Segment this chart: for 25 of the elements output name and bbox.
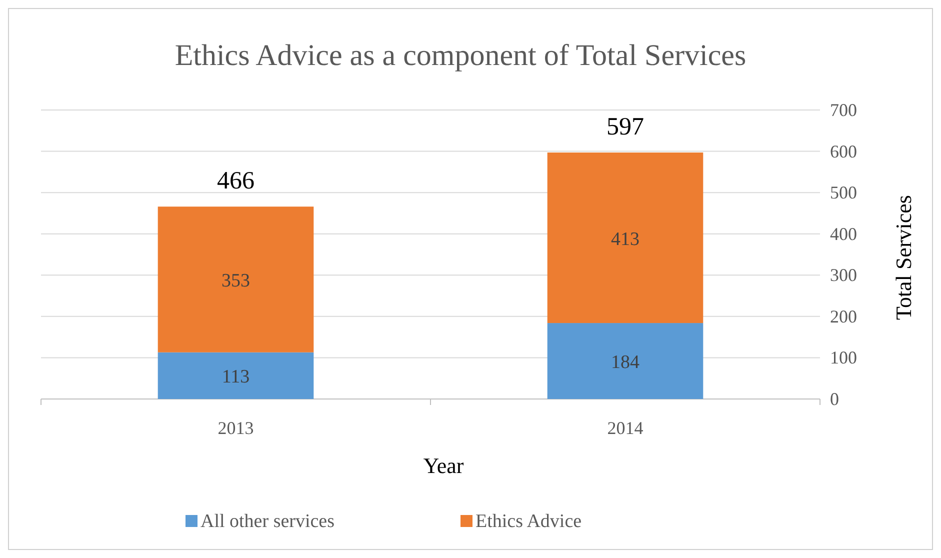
x-tick-label: 2013 [218,418,254,438]
y-tick-label: 100 [830,348,857,368]
legend-label: All other services [200,511,335,532]
y-axis-title: Total Services [891,195,916,320]
data-label: 113 [222,366,250,388]
y-tick-label: 600 [830,141,857,162]
x-tick-label: 2014 [607,418,644,438]
bar [158,352,314,399]
data-label: 184 [611,352,640,374]
total-label: 466 [217,168,254,195]
chart-title: Ethics Advice as a component of Total Services [174,39,746,72]
y-tick-label: 500 [830,182,857,203]
data-label: 353 [222,270,250,292]
y-tick-label: 700 [830,100,857,120]
y-tick-label: 300 [830,265,857,286]
y-tick-label: 0 [830,389,839,409]
bar [158,206,314,352]
bar [547,152,704,324]
y-tick-label: 200 [830,306,857,326]
legend-label: Ethics Advice [476,511,582,532]
total-label: 597 [606,114,644,141]
x-axis-title: Year [423,453,464,478]
bar [547,323,704,399]
y-tick-label: 400 [830,224,857,244]
data-label: 413 [611,228,640,250]
